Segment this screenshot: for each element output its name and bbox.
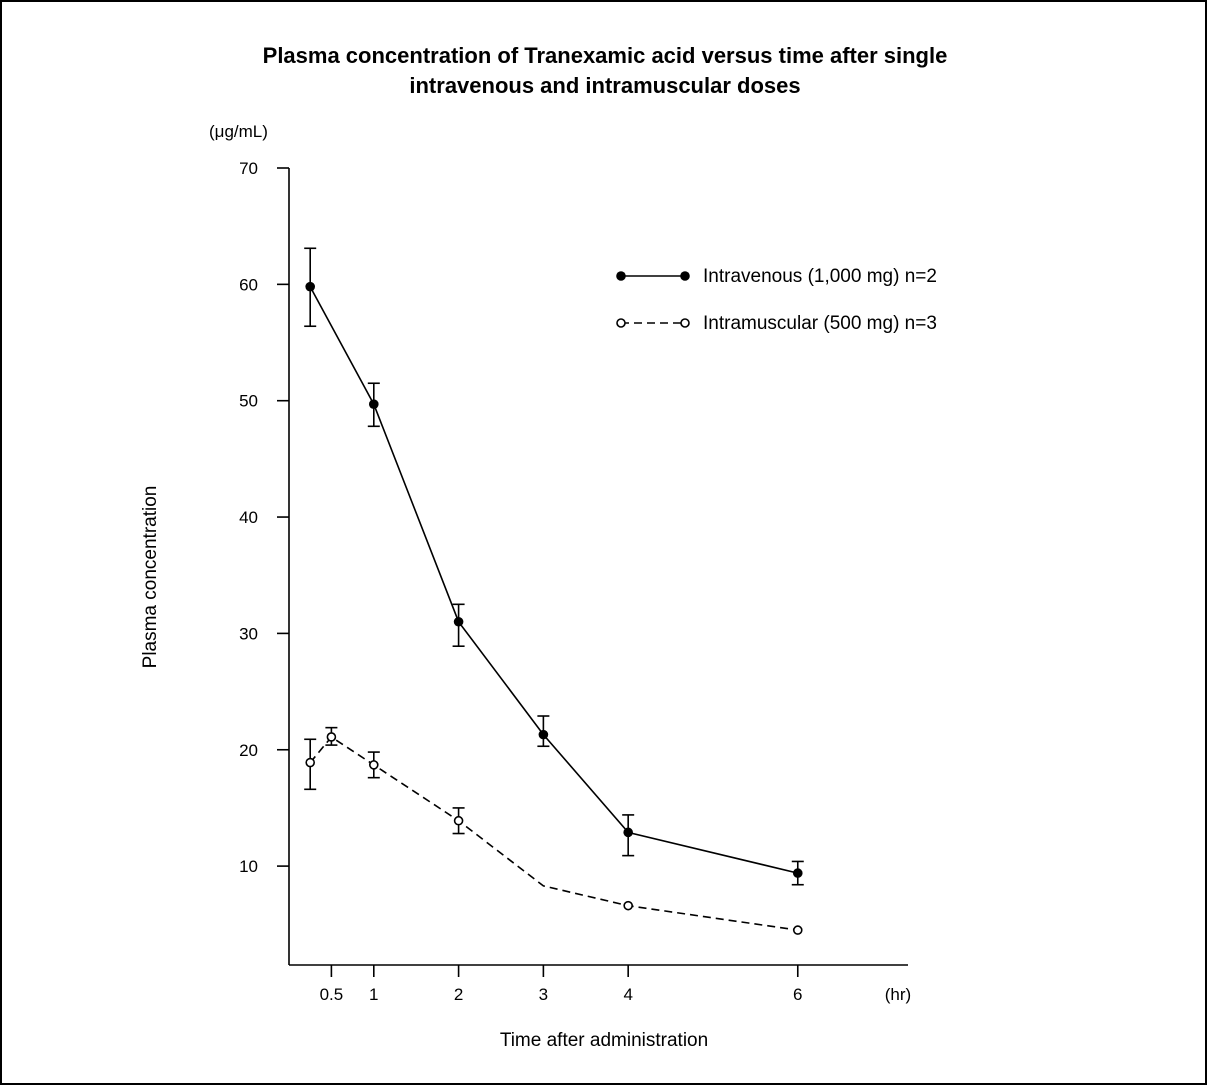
intramuscular-data-point-0: [305, 757, 315, 768]
legend-marker-intramuscular-right: [680, 318, 690, 328]
y-axis-label: Plasma concentration: [140, 486, 161, 669]
plot-area: [304, 247, 804, 935]
y-axis-ticks: 10 20 30 40 50 60 70: [239, 159, 289, 876]
intravenous-data-point-3: [538, 729, 549, 740]
x-axis-ticks: 0.5 1 2 3 4 6: [320, 965, 803, 1004]
intravenous-data-point-5: [792, 868, 803, 878]
intramuscular-data-point-5: [623, 900, 633, 911]
intravenous-data-point-2: [453, 616, 464, 627]
intravenous-data-point-1: [368, 399, 379, 409]
chart-title-line-2: intravenous and intramuscular doses: [409, 73, 800, 98]
y-tick-label-40: 40: [239, 508, 258, 527]
legend: Intravenous (1,000 mg) n=2 Intramuscular…: [616, 266, 937, 334]
y-tick-label-50: 50: [239, 392, 258, 411]
y-tick-label-30: 30: [239, 624, 258, 643]
x-tick-label-2: 2: [454, 985, 463, 1004]
y-tick-label-70: 70: [239, 159, 258, 178]
legend-label-intramuscular: Intramuscular (500 mg) n=3: [703, 313, 937, 334]
intramuscular-data-point-2: [368, 760, 379, 770]
x-tick-label-4: 4: [623, 985, 632, 1004]
intravenous-series-line: [309, 286, 798, 874]
intravenous-data-point-0: [305, 281, 315, 292]
legend-marker-intravenous-left: [616, 271, 626, 281]
x-axis-unit: (hr): [885, 985, 911, 1004]
x-tick-label-6: 6: [793, 985, 802, 1004]
y-axis-unit: (μg/mL): [209, 122, 268, 141]
chart-title-line-1: Plasma concentration of Tranexamic acid …: [263, 43, 948, 68]
x-tick-label-0.5: 0.5: [320, 985, 344, 1004]
x-tick-label-1: 1: [369, 985, 378, 1004]
y-tick-label-20: 20: [239, 741, 258, 760]
y-tick-label-60: 60: [239, 275, 258, 294]
legend-marker-intramuscular-left: [616, 318, 626, 328]
legend-label-intravenous: Intravenous (1,000 mg) n=2: [703, 266, 937, 287]
x-axis-label: Time after administration: [500, 1030, 708, 1051]
intramuscular-data-point-1: [326, 732, 337, 742]
y-tick-label-10: 10: [239, 857, 258, 876]
intramuscular-data-point-6: [792, 925, 803, 935]
x-tick-label-3: 3: [539, 985, 548, 1004]
intravenous-data-point-4: [623, 827, 633, 838]
legend-marker-intravenous-right: [680, 271, 690, 281]
intramuscular-data-point-3: [453, 815, 464, 826]
